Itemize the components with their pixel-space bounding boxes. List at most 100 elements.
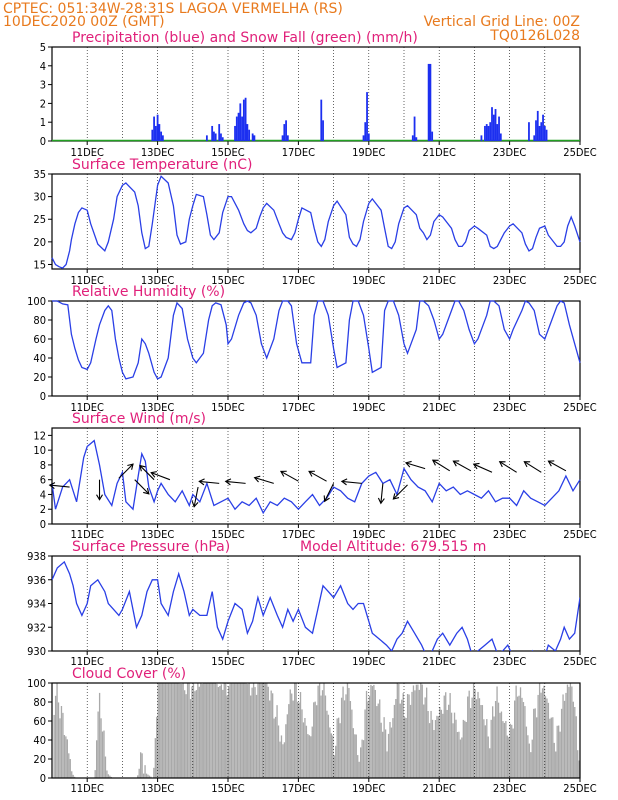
precip-bar [248,129,251,141]
cloud-bar [101,731,104,778]
precip-bar [366,92,368,141]
precip-bar [151,129,154,141]
precip-bar [156,114,159,141]
cloud-bar [574,707,576,778]
x-tick-label: 13DEC [141,782,174,795]
cloud-bar [200,683,202,778]
x-tick-label: 17DEC [282,274,315,287]
y-tick-label: 100 [27,295,46,308]
x-tick-label: 15DEC [211,401,244,414]
cloud-bar [308,735,310,778]
cloud-bar [563,700,566,778]
wind-arrow-head [323,495,330,503]
cloud-bar [286,714,288,778]
precip-bar [239,103,242,141]
cloud-bar [555,751,557,778]
x-tick-label: 23DEC [493,146,526,159]
x-tick-label: 17DEC [282,782,315,795]
cloud-bar [277,725,280,778]
temperature-line [51,175,581,269]
cloud-bar [178,683,180,778]
wind-arrow-head [150,471,158,478]
wind-arrow-head [48,482,56,490]
cloud-bar [412,685,415,778]
x-tick-label: 23DEC [493,782,526,795]
cloud-bar [536,717,538,778]
x-tick-label: 19DEC [352,146,385,159]
cloud-bar [541,688,544,778]
cloud-bar [484,725,486,778]
precip-bar [528,122,530,141]
cloud-bar [496,686,498,778]
cloud-bar [219,685,221,778]
panel-temperature: 15 20 25 30 35 11DEC 13DEC 15DEC 17DEC 19DEC 21DEC… [33,157,596,287]
y-tick-label: 0 [40,518,46,531]
precip-bar [413,116,416,141]
x-tick-label: 13DEC [141,401,174,414]
cloud-bar [164,683,167,778]
x-tick-label: 11DEC [71,401,104,414]
cloud-bar [492,706,494,778]
cloud-bar [56,683,58,778]
cloud-bar [384,729,387,778]
cloud-bar [362,740,365,778]
cloud-bar [220,684,222,778]
y-tick-label: 12 [33,429,46,442]
x-tick-label: 25DEC [563,401,596,414]
cloud-bar [173,683,176,778]
cloud-bar [340,697,343,778]
precip-bar [536,110,539,141]
cloud-bar [458,731,460,778]
cloud-bar [194,691,196,778]
wind-arrow [340,478,362,486]
x-tick-label: 17DEC [282,146,315,159]
y-tick-label: 20 [33,753,46,766]
precip-bar [542,114,544,141]
cloud-bar [280,735,283,778]
wind-arrow-head [96,494,103,501]
cloud-bar [343,700,346,778]
cloud-bar [332,735,334,778]
cloud-bar [411,691,413,778]
cloud-bar [206,683,208,778]
wind-arrow-shaft [49,484,70,488]
cloud-bar [578,760,580,778]
cloud-bar [298,702,300,778]
cloud-bar [245,683,247,778]
y-tick-label: 8 [40,459,46,472]
cloud-bar [452,723,454,778]
humidity-line [52,300,581,380]
cloud-bar [345,694,347,778]
wind-arrow-head [340,478,348,486]
cloud-bar [500,711,503,778]
cloud-bar [514,700,516,778]
cloud-bar [349,701,352,778]
cloud-bar [509,723,511,778]
x-tick-label: 17DEC [282,401,315,414]
cloud-bar [314,701,316,778]
precip-bar [491,107,493,141]
cloud-bar [197,683,199,778]
x-tick-label: 19DEC [352,401,385,414]
precip-bar [154,125,157,141]
precip-bar [494,109,497,141]
wind-arrow-head [198,478,205,486]
cloud-bar [176,683,178,778]
x-tick-label: 21DEC [423,401,456,414]
cloud-bar [104,756,107,778]
cloud-bar [150,776,152,778]
cloud-bar [562,694,564,778]
wind-arrow-shaft [499,461,517,473]
cloud-bar [260,683,262,778]
wind-arrow-shaft [392,484,408,500]
cloud-bar [446,709,448,778]
cloud-bar [370,684,372,778]
cloud-bar [426,687,428,778]
cloud-bar [210,683,212,778]
cloud-bar [307,734,309,778]
x-tick-label: 13DEC [141,655,174,668]
x-tick-label: 21DEC [423,655,456,668]
wind-arrow [472,462,493,473]
cloud-bar [329,727,331,778]
cloud-bar [235,683,237,778]
